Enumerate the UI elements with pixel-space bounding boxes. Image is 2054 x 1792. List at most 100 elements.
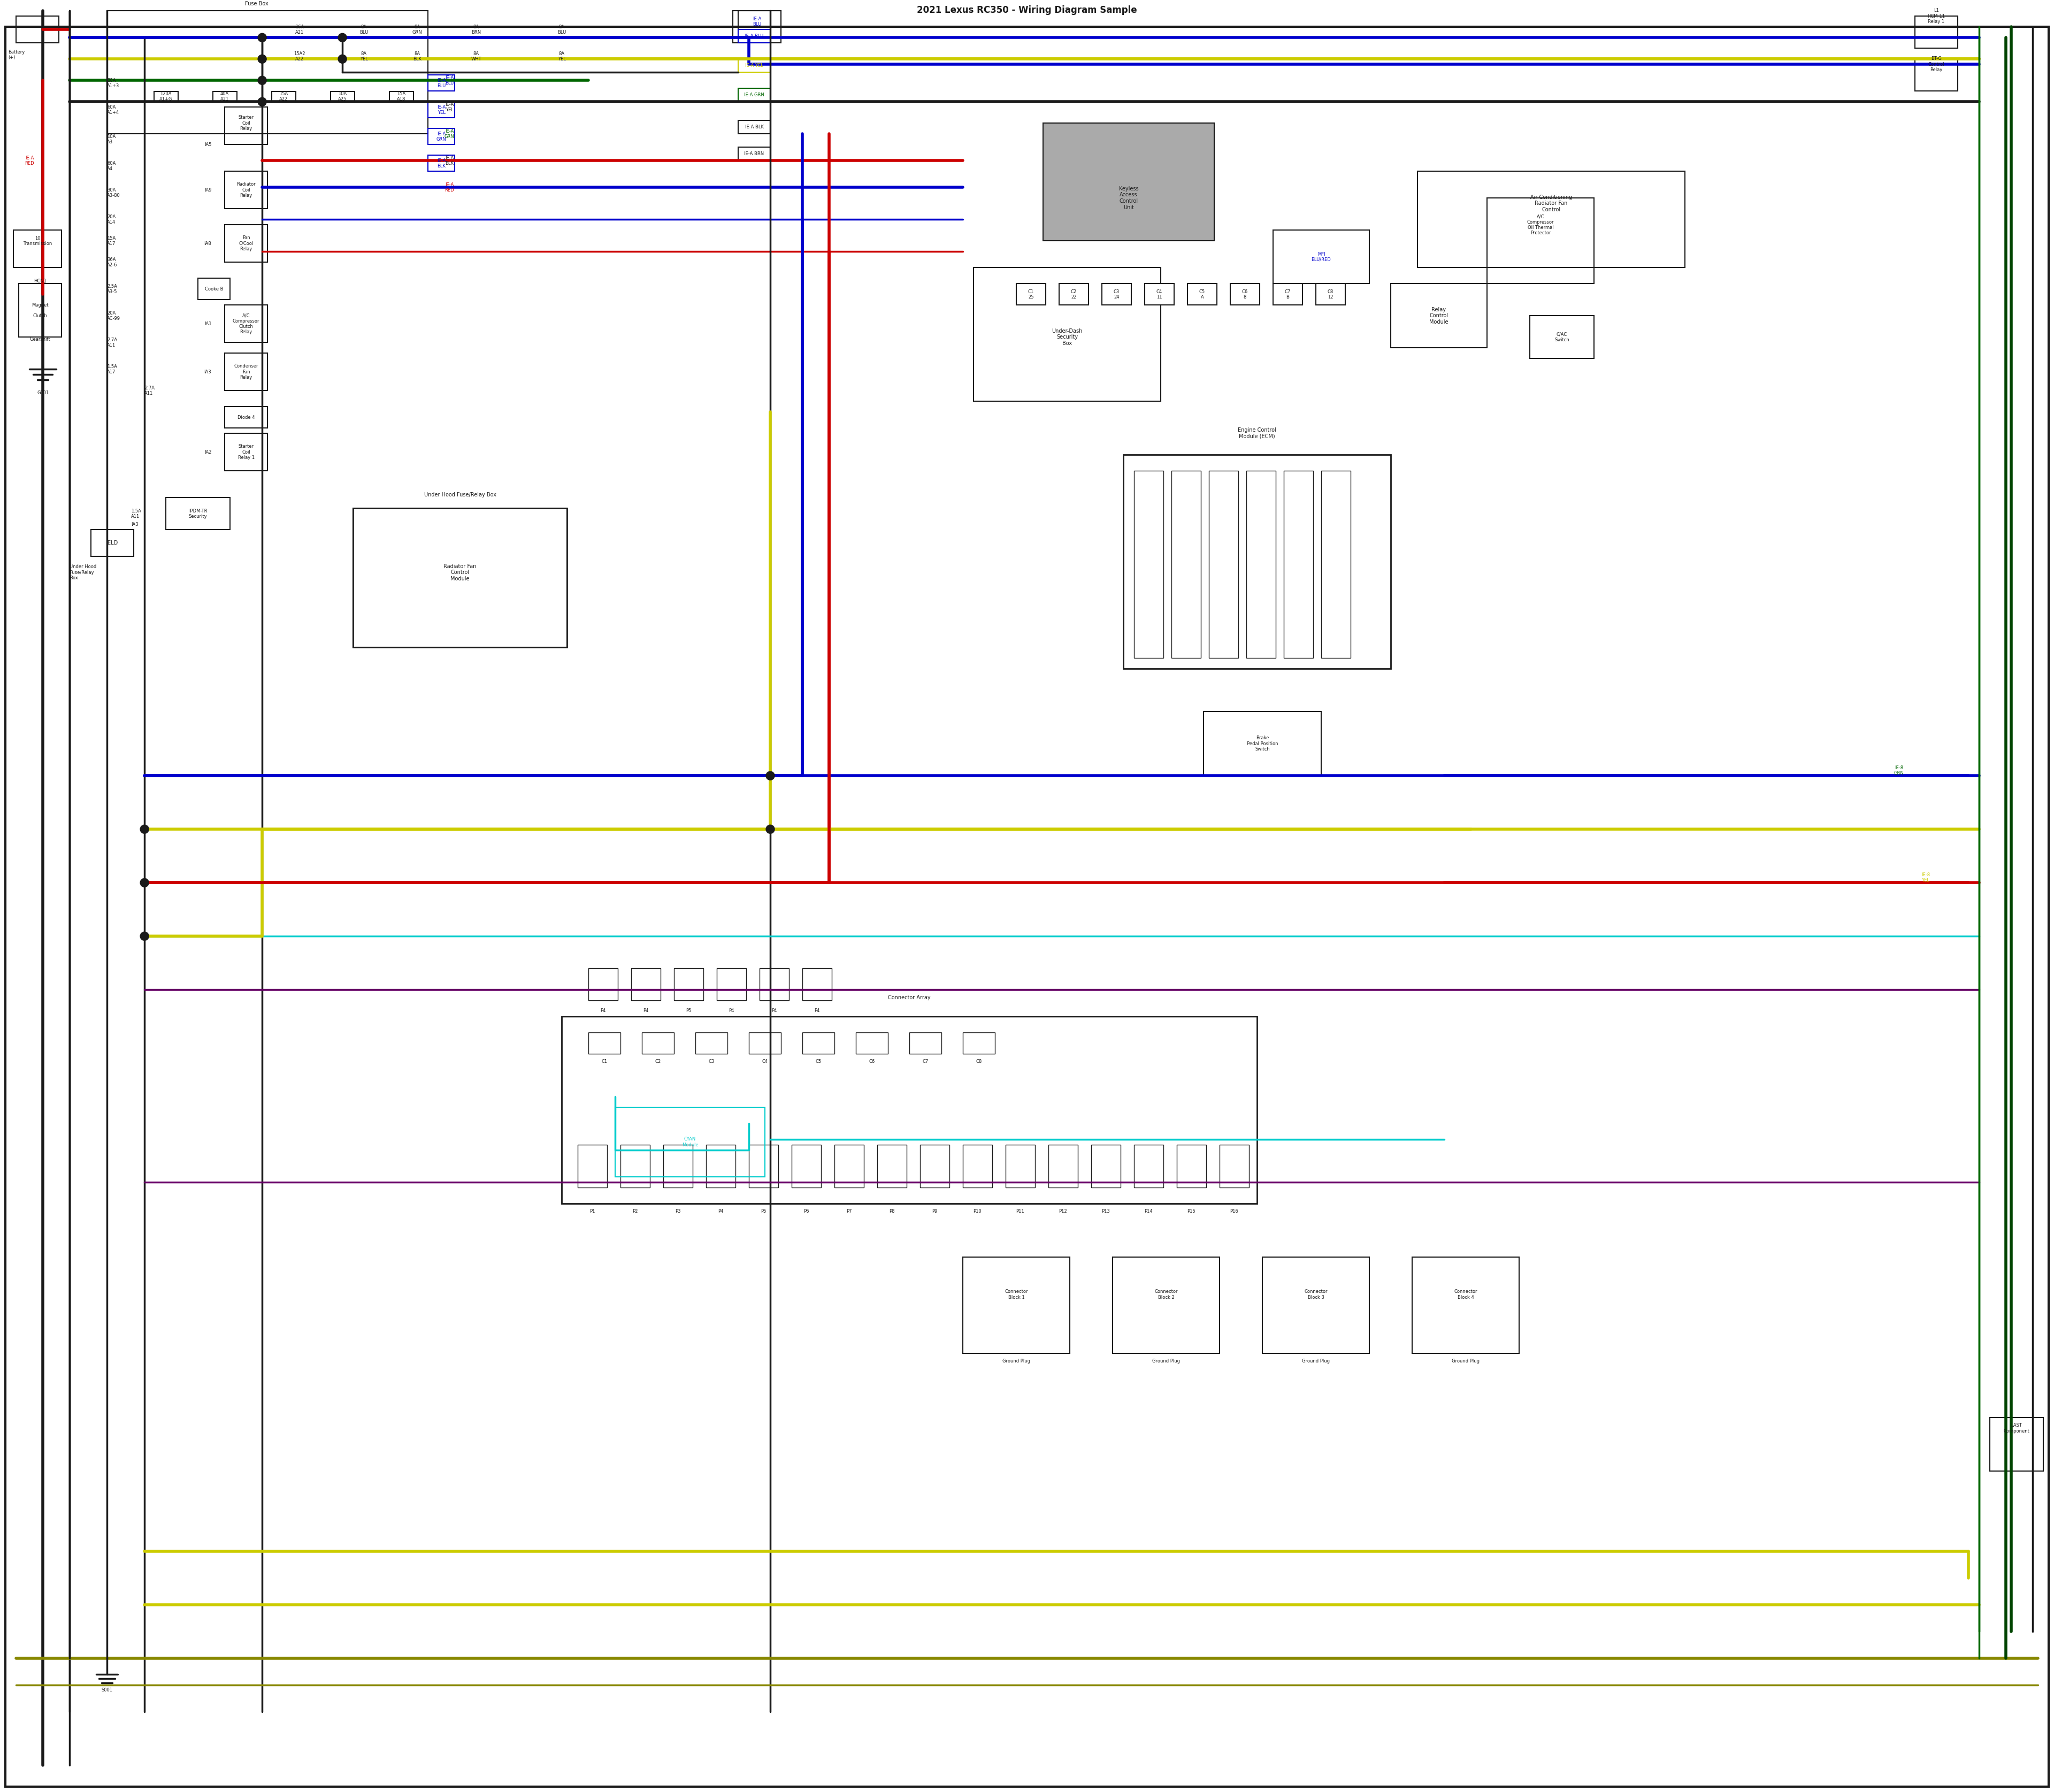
Bar [1391, 283, 1487, 348]
Circle shape [766, 824, 774, 833]
Bar [1177, 1145, 1206, 1188]
Circle shape [766, 771, 774, 780]
Text: IA5: IA5 [203, 142, 212, 147]
Text: IE-A
RED: IE-A RED [25, 156, 35, 167]
Text: 8A
YEL: 8A YEL [559, 52, 565, 61]
Bar [1487, 199, 1594, 283]
Text: IE-A BLU: IE-A BLU [746, 34, 764, 39]
Text: P8: P8 [889, 1210, 893, 1213]
Text: ELD: ELD [107, 541, 117, 547]
Bar [331, 91, 355, 102]
Text: C3
24: C3 24 [1113, 289, 1119, 299]
Text: P4: P4 [770, 1009, 776, 1012]
Bar [1914, 59, 1957, 91]
Bar [16, 16, 60, 43]
Text: Gearshift: Gearshift [31, 337, 51, 342]
Bar [803, 968, 832, 1000]
Bar [963, 1258, 1070, 1353]
Bar [1230, 283, 1259, 305]
Bar [974, 267, 1161, 401]
Circle shape [339, 34, 347, 41]
Bar [1247, 471, 1276, 658]
Text: IE-A
BLU: IE-A BLU [446, 75, 454, 86]
Text: A/C
Compressor
Clutch
Relay: A/C Compressor Clutch Relay [232, 314, 259, 335]
Text: Cooke B: Cooke B [205, 287, 224, 292]
Bar [1417, 172, 1684, 267]
Text: C6
8: C6 8 [1243, 289, 1249, 299]
Circle shape [140, 932, 148, 941]
Bar [750, 1032, 781, 1054]
Bar [271, 91, 296, 102]
Text: C4: C4 [762, 1059, 768, 1064]
Bar [1187, 283, 1216, 305]
Text: Connector
Block 3: Connector Block 3 [1304, 1290, 1327, 1299]
Text: 2.7A
A11: 2.7A A11 [144, 385, 154, 396]
Text: 1.5A
A17: 1.5A A17 [107, 364, 117, 375]
Text: P10: P10 [974, 1210, 982, 1213]
Bar [427, 156, 454, 172]
Bar [1017, 283, 1045, 305]
Text: Magnet: Magnet [31, 303, 49, 308]
Text: 15A
A22: 15A A22 [279, 91, 288, 102]
Bar [1124, 455, 1391, 668]
Bar [1060, 283, 1089, 305]
Bar [614, 1107, 764, 1177]
Text: 1.5A
A11: 1.5A A11 [131, 509, 142, 520]
Text: 8A
GRN: 8A GRN [413, 25, 423, 34]
Bar [920, 1145, 949, 1188]
Bar [963, 1032, 994, 1054]
Circle shape [259, 34, 267, 41]
Text: IE-A
BLU: IE-A BLU [438, 77, 446, 88]
Bar [674, 968, 702, 1000]
Bar [166, 498, 230, 530]
Bar [737, 120, 770, 134]
Text: IA8: IA8 [203, 242, 212, 246]
Bar [631, 968, 661, 1000]
Bar [1171, 471, 1202, 658]
Text: IA3: IA3 [203, 369, 212, 375]
Bar [1273, 229, 1370, 283]
Bar [1144, 283, 1175, 305]
Bar [214, 91, 236, 102]
Bar [737, 59, 770, 72]
Bar [224, 434, 267, 471]
Bar [696, 1032, 727, 1054]
Text: Fan
C/Cool
Relay: Fan C/Cool Relay [238, 235, 253, 251]
Text: IE-A
BLK: IE-A BLK [438, 158, 446, 168]
Bar [737, 88, 770, 102]
Bar [717, 968, 746, 1000]
Text: Starter
Coil
Relay: Starter Coil Relay [238, 115, 255, 131]
Text: 10A
A3: 10A A3 [107, 134, 115, 145]
Bar [224, 407, 267, 428]
Text: CYAN
Module: CYAN Module [682, 1136, 698, 1147]
Text: IE-A
GRN: IE-A GRN [435, 131, 446, 142]
Text: P3: P3 [676, 1210, 680, 1213]
Text: L1
HCM-11
Relay 1: L1 HCM-11 Relay 1 [1927, 9, 1945, 23]
Bar [1204, 711, 1321, 776]
Text: 2.7A
A11: 2.7A A11 [107, 337, 117, 348]
Text: LAST
Component: LAST Component [2003, 1423, 2029, 1434]
Text: C8
12: C8 12 [1327, 289, 1333, 299]
Text: P9: P9 [933, 1210, 937, 1213]
Bar [197, 278, 230, 299]
Text: (+): (+) [8, 56, 14, 61]
Text: Radiator Fan
Control
Module: Radiator Fan Control Module [444, 564, 477, 581]
Text: 15A
A17: 15A A17 [107, 237, 115, 246]
Text: IE-8
GRN: IE-8 GRN [1894, 765, 1904, 776]
Bar [1411, 1258, 1520, 1353]
Bar [707, 1145, 735, 1188]
Text: G001: G001 [37, 391, 49, 396]
Bar [427, 129, 454, 145]
Bar [561, 1016, 1257, 1204]
Bar [1101, 283, 1132, 305]
Bar [1006, 1145, 1035, 1188]
Text: P7: P7 [846, 1210, 852, 1213]
Text: IE-A
YEL: IE-A YEL [438, 104, 446, 115]
Bar [1134, 471, 1163, 658]
Circle shape [339, 56, 347, 63]
Text: P11: P11 [1017, 1210, 1025, 1213]
Text: P6: P6 [803, 1210, 809, 1213]
Text: C7: C7 [922, 1059, 928, 1064]
Text: Ground Plug: Ground Plug [1152, 1358, 1179, 1364]
Text: C6: C6 [869, 1059, 875, 1064]
